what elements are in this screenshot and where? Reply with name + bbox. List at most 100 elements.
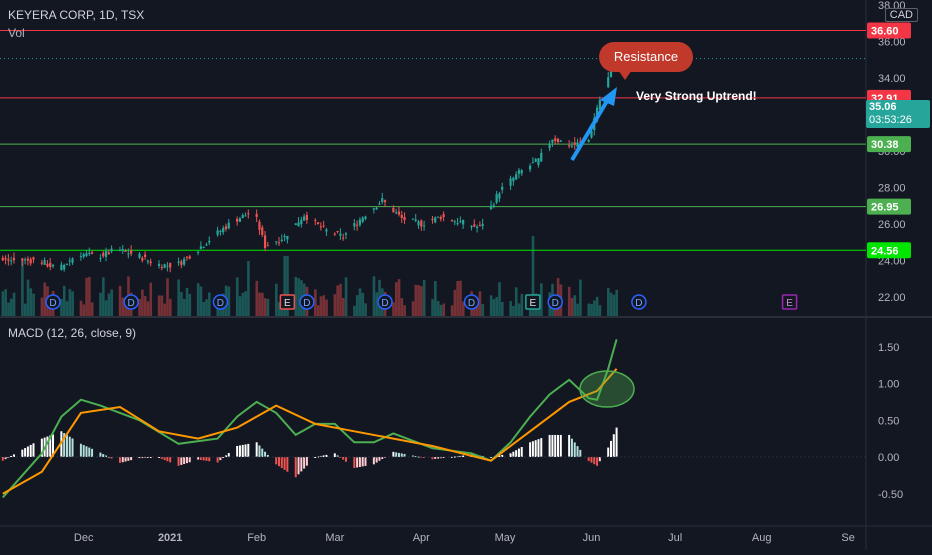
volume-bar [160, 295, 164, 316]
price-tick-label: 28.00 [878, 183, 906, 195]
candle-body [163, 264, 166, 268]
volume-bar [29, 288, 33, 316]
volume-bar [110, 289, 113, 316]
macd-hist-bar [559, 434, 562, 457]
macd-hist-bar [40, 438, 43, 457]
volume-bar [90, 302, 94, 316]
macd-hist-bar [185, 457, 188, 464]
volume-bar [570, 297, 574, 316]
volume-bar [540, 283, 543, 316]
macd-hist-bar [587, 457, 590, 462]
volume-bar [439, 304, 443, 316]
macd-hist-bar [222, 457, 225, 458]
macd-hist-bar [24, 448, 27, 457]
candle-body [21, 258, 24, 261]
macd-hist-bar [300, 457, 303, 472]
candle-body [32, 257, 35, 260]
candle-body [316, 222, 320, 224]
macd-hist-bar [158, 457, 161, 458]
macd-hist-bar [512, 451, 515, 457]
candle-body [392, 207, 395, 213]
volume-bar [1, 291, 5, 316]
macd-hist-bar [593, 457, 596, 465]
volume-bar [336, 285, 339, 316]
candle-body [130, 249, 133, 254]
macd-hist-bar [529, 442, 532, 457]
candle-body [397, 211, 401, 215]
volume-bar [339, 283, 342, 316]
candle-body [551, 139, 554, 143]
macd-hist-bar [241, 444, 244, 457]
candle-body [512, 177, 515, 182]
macd-hist-bar [102, 454, 105, 457]
macd-hist-bar [534, 440, 537, 457]
macd-hist-bar [63, 433, 66, 457]
candle-body [149, 261, 152, 264]
volume-bar [199, 286, 203, 316]
candle-body [481, 223, 484, 227]
volume-bar [567, 286, 571, 316]
candle-body [579, 141, 582, 143]
candle-body [124, 250, 127, 252]
dividend-marker [463, 294, 480, 310]
candle-body [51, 264, 55, 267]
candle-body [339, 233, 342, 236]
candle-body [138, 253, 141, 258]
macd-hist-bar [356, 457, 359, 468]
volume-bar [397, 279, 401, 316]
macd-hist-bar [197, 457, 200, 460]
macd-hist-bar [344, 457, 347, 462]
volume-bar [180, 291, 183, 316]
macd-hist-bar [403, 453, 406, 457]
candle-body [300, 219, 303, 225]
volume-bar [537, 305, 540, 316]
candle-body [436, 216, 440, 218]
macd-hist-bar [361, 457, 364, 467]
macd-hist-bar [540, 438, 543, 457]
candle-body [82, 254, 85, 257]
volume-bar [121, 297, 125, 316]
candle-body [303, 216, 306, 221]
candle-body [431, 218, 434, 221]
volume-bar [185, 287, 189, 316]
volume-bar [478, 291, 482, 316]
macd-hist-bar [202, 457, 205, 461]
macd-hist-bar [258, 445, 261, 457]
volume-bar [392, 302, 395, 316]
volume-bar [82, 304, 86, 316]
macd-hist-bar [46, 436, 49, 457]
candle-body [261, 227, 264, 235]
candle-body [202, 247, 205, 249]
macd-hist-bar [183, 457, 186, 465]
macd-hist-bar [317, 456, 320, 458]
candle-body [336, 230, 339, 232]
macd-hist-bar [515, 450, 518, 457]
volume-bar [88, 276, 91, 316]
macd-title: MACD (12, 26, close, 9) [8, 326, 137, 340]
candle-body [102, 252, 105, 257]
volume-bar [118, 285, 122, 316]
uptrend-annotation: Very Strong Uptrend! [636, 89, 757, 103]
candle-body [381, 198, 384, 202]
volume-bar [146, 301, 150, 316]
candle-body [344, 233, 348, 235]
macd-hist-bar [149, 457, 152, 458]
macd-hist-bar [280, 457, 283, 469]
volume-bar [124, 300, 127, 316]
macd-hist-bar [261, 448, 264, 457]
candle-body [85, 253, 88, 256]
volume-bar [514, 287, 518, 316]
candle-body [4, 257, 7, 260]
candle-body [146, 260, 149, 262]
macd-hist-bar [124, 457, 127, 462]
candle-body [118, 249, 122, 251]
time-tick-label: Aug [752, 532, 772, 544]
volume-bar [235, 277, 239, 316]
macd-hist-bar [236, 445, 239, 457]
candle-body [208, 240, 211, 243]
candle-body [177, 261, 180, 263]
volume-bar [196, 283, 200, 316]
macd-hist-bar [199, 457, 202, 460]
